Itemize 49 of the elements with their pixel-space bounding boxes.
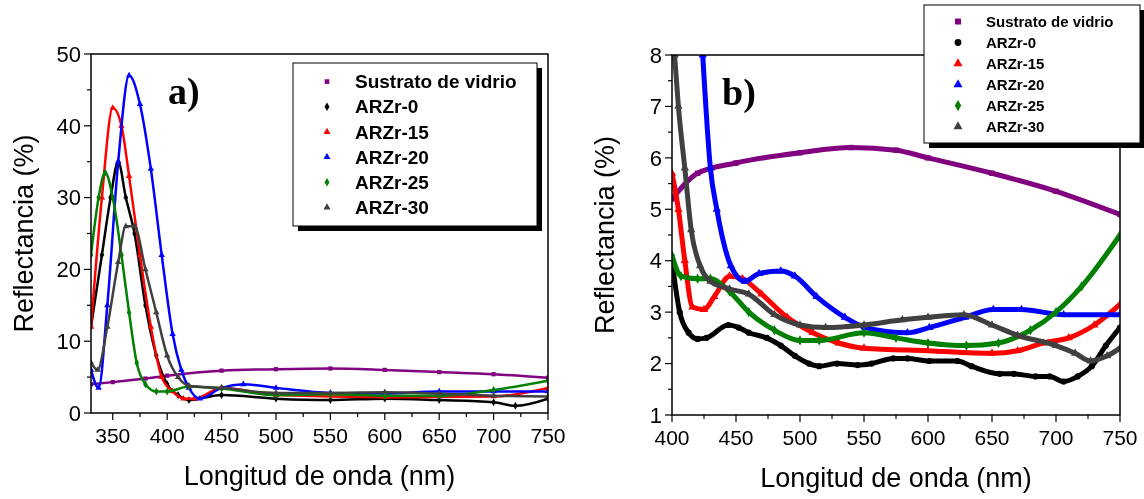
- y-tick-label: 2: [649, 351, 662, 377]
- legend-label: ARZr-30: [355, 197, 429, 219]
- y-tick-label: 30: [56, 185, 81, 211]
- x-tick-label: 450: [718, 426, 754, 449]
- y-tick-label: 40: [56, 113, 81, 139]
- y-tick-label: 3: [649, 299, 662, 325]
- x-axis-title: Longitud de onda (nm): [760, 463, 1032, 493]
- y-tick-label: 0: [68, 400, 81, 426]
- x-tick-label: 550: [312, 424, 348, 447]
- legend-label: Sustrato de vidrio: [986, 12, 1114, 30]
- legend-label: ARZr-30: [986, 117, 1045, 135]
- x-tick-label: 700: [476, 424, 512, 447]
- x-axis-title: Longitud de onda (nm): [183, 461, 456, 491]
- x-tick-label: 750: [1102, 426, 1138, 449]
- x-tick-label: 350: [95, 424, 131, 447]
- x-tick-label: 400: [654, 426, 690, 449]
- x-tick-label: 650: [421, 424, 457, 447]
- y-tick-label: 6: [649, 145, 662, 171]
- y-tick-label: 5: [649, 196, 662, 222]
- legend-label: ARZr-20: [355, 146, 429, 168]
- y-tick-label: 7: [649, 94, 662, 120]
- x-tick-label: 400: [149, 424, 185, 447]
- legend-label: ARZr-0: [355, 96, 419, 118]
- y-tick-label: 1: [649, 402, 662, 428]
- y-tick-label: 10: [56, 328, 81, 354]
- legend-label: ARZr-15: [355, 121, 430, 143]
- annotation: a): [168, 70, 200, 113]
- legend-label: ARZr-20: [986, 75, 1045, 93]
- legend-label: Sustrato de vidrio: [355, 71, 517, 93]
- x-tick-label: 700: [1038, 426, 1074, 449]
- x-tick-label: 550: [846, 426, 882, 449]
- y-tick-label: 50: [56, 41, 81, 67]
- y-axis-title: Reflectancia (%): [590, 135, 620, 335]
- x-tick-label: 750: [530, 424, 566, 447]
- x-tick-label: 600: [367, 424, 403, 447]
- legend-label: ARZr-25: [986, 96, 1045, 114]
- legend-label: ARZr-15: [986, 54, 1045, 72]
- y-tick-label: 20: [56, 257, 81, 283]
- x-tick-label: 450: [204, 424, 240, 447]
- y-tick-label: 4: [649, 248, 662, 274]
- x-tick-label: 500: [782, 426, 818, 449]
- y-tick-label: 8: [649, 42, 662, 68]
- legend-label: ARZr-25: [355, 171, 430, 193]
- legend-label: ARZr-0: [986, 33, 1037, 51]
- annotation: b): [722, 71, 756, 114]
- x-tick-label: 600: [910, 426, 946, 449]
- x-tick-label: 650: [974, 426, 1010, 449]
- x-tick-label: 500: [258, 424, 294, 447]
- y-axis-title: Reflectancia (%): [9, 134, 39, 333]
